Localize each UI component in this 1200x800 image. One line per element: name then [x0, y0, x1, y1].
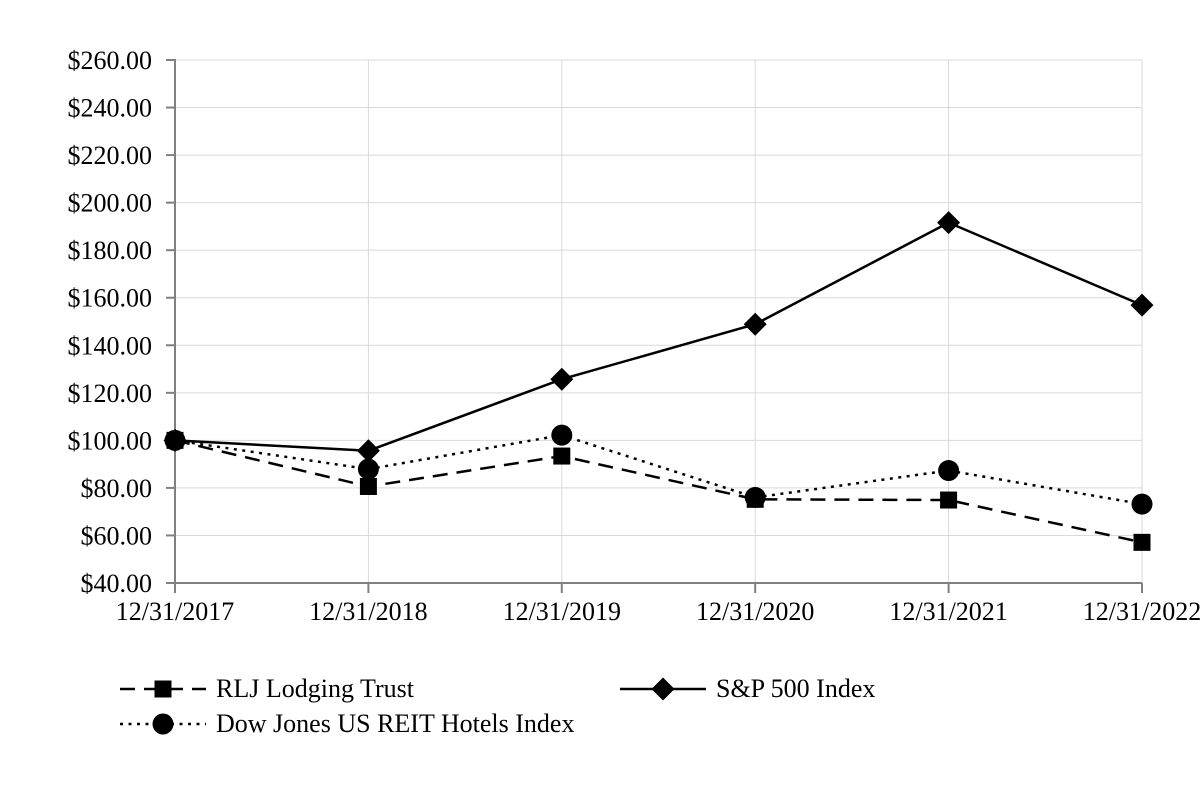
y-axis-tick-label: $260.00: [68, 46, 153, 75]
x-axis-tick-label: 12/31/2017: [116, 597, 234, 626]
series-s-p-500-index: [163, 211, 1154, 463]
series-line-s-p-500-index: [174, 221, 1143, 453]
series-line-dow-jones-us-reit-hotels-index: [174, 433, 1143, 506]
series-line-rlj-lodging-trust: [174, 439, 1143, 544]
y-axis-tick-label: $160.00: [68, 284, 153, 313]
data-point-square: [359, 477, 377, 495]
y-axis-tick-label: $200.00: [68, 189, 153, 218]
data-point-diamond: [1130, 293, 1154, 317]
data-point-diamond: [743, 312, 767, 336]
legend-item-s-p-500-index: S&P 500 Index: [620, 674, 875, 704]
y-axis-tick-label: $100.00: [68, 426, 153, 455]
data-point-circle: [152, 713, 174, 735]
data-point-circle: [164, 429, 186, 451]
y-axis-tick-label: $180.00: [68, 236, 153, 265]
chart-legend: RLJ Lodging Trust S&P 500 Index Dow Jones …: [0, 0, 1200, 738]
data-point-circle: [1131, 493, 1153, 515]
y-axis-tick-label: $40.00: [81, 569, 153, 598]
data-point-diamond: [550, 367, 574, 391]
data-point-square: [553, 447, 571, 465]
data-point-square: [940, 491, 958, 509]
data-point-diamond: [651, 677, 675, 701]
data-point-circle: [744, 486, 766, 508]
legend-key-circle-icon: [120, 713, 206, 735]
y-axis-tick-label: $80.00: [81, 474, 153, 503]
y-axis-tick-label: $140.00: [68, 331, 153, 360]
x-axis-tick-label: 12/31/2018: [309, 597, 427, 626]
y-axis-tick-label: $60.00: [81, 521, 153, 550]
y-axis-tick-label: $220.00: [68, 141, 153, 170]
series-dow-jones-us-reit-hotels-index: [164, 424, 1153, 515]
data-point-diamond: [356, 439, 380, 463]
data-point-circle: [938, 460, 960, 482]
x-axis-tick-label: 12/31/2022: [1083, 597, 1200, 626]
data-point-diamond: [937, 211, 961, 235]
x-axis-tick-label: 12/31/2020: [696, 597, 814, 626]
legend-label: Dow Jones US REIT Hotels Index: [216, 709, 575, 738]
x-axis-tick-label: 12/31/2021: [889, 597, 1007, 626]
legend-key-square-icon: [120, 680, 206, 698]
y-axis-tick-label: $120.00: [68, 379, 153, 408]
plot-area: $260.00 $240.00 $220.00 $200.00 $180.00 $160.…: [68, 46, 1200, 626]
data-point-square: [154, 680, 172, 698]
data-point-circle: [551, 424, 573, 446]
legend-item-dow-jones-us-reit-hotels-index: Dow Jones US REIT Hotels Index: [120, 709, 574, 739]
y-axis-tick-label: $240.00: [68, 94, 153, 123]
x-axis-tick-label: 12/31/2019: [503, 597, 621, 626]
legend-label: RLJ Lodging Trust: [216, 674, 414, 703]
legend-label: S&P 500 Index: [716, 674, 876, 703]
legend-key-diamond-icon: [620, 677, 706, 701]
legend-item-rlj-lodging-trust: RLJ Lodging Trust: [120, 674, 414, 704]
data-point-circle: [357, 458, 379, 480]
series-rlj-lodging-trust: [166, 431, 1151, 551]
data-point-square: [1133, 533, 1151, 551]
